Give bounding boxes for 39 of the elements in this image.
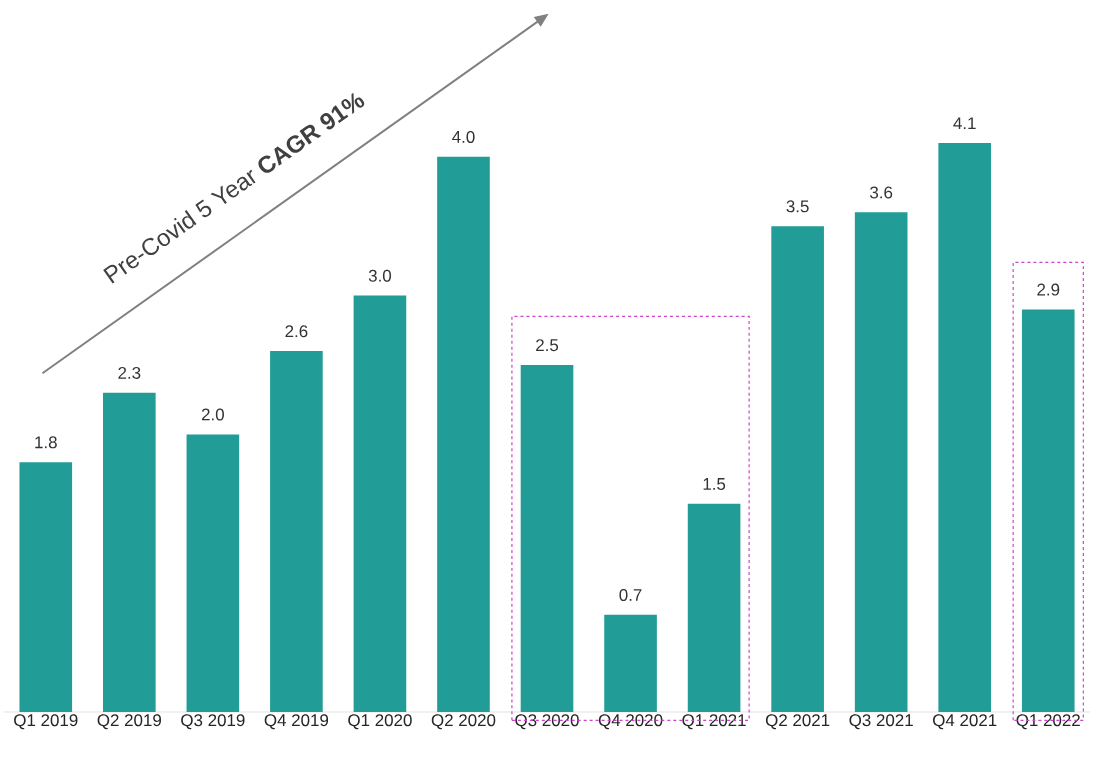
bar [520, 364, 574, 712]
data-label: 0.7 [619, 588, 642, 601]
bar [1021, 309, 1075, 712]
bar [604, 614, 657, 712]
data-label: 4.1 [953, 117, 976, 130]
bar [938, 142, 992, 712]
data-label: 2.3 [118, 366, 141, 379]
x-tick-label: Q4 2021 [933, 714, 997, 730]
x-tick-label: Q1 2022 [1016, 714, 1080, 730]
x-tick-label: Q2 2019 [97, 714, 161, 730]
bar [353, 295, 407, 712]
data-label: 3.6 [870, 186, 893, 199]
data-label: 2.6 [285, 325, 308, 338]
x-tick-label: Q2 2021 [765, 714, 830, 730]
bar [19, 462, 73, 712]
bar [854, 212, 908, 712]
data-label: 4.0 [452, 130, 475, 143]
x-tick-label: Q3 2020 [515, 714, 579, 730]
x-tick-label: Q1 2020 [348, 714, 412, 730]
x-tick-label: Q1 2021 [682, 714, 746, 730]
data-label: 1.5 [703, 478, 726, 490]
x-tick-label: Q2 2020 [431, 714, 496, 730]
bar [103, 392, 156, 712]
data-label: 1.8 [35, 436, 57, 449]
data-label: 3.0 [368, 269, 392, 282]
data-label: 3.5 [786, 200, 809, 213]
bar [771, 226, 824, 712]
bar [687, 503, 741, 712]
x-tick-label: Q4 2020 [598, 714, 663, 730]
data-label: 2.0 [201, 408, 224, 421]
bar [270, 351, 323, 712]
x-tick-label: Q4 2019 [264, 714, 329, 730]
bar [186, 434, 240, 712]
data-label: 2.9 [1037, 283, 1060, 296]
x-tick-label: Q1 2019 [14, 714, 78, 730]
x-tick-label: Q3 2021 [849, 714, 913, 730]
bar [437, 156, 490, 712]
data-label: 2.5 [536, 339, 559, 352]
x-tick-label: Q3 2019 [181, 714, 245, 730]
